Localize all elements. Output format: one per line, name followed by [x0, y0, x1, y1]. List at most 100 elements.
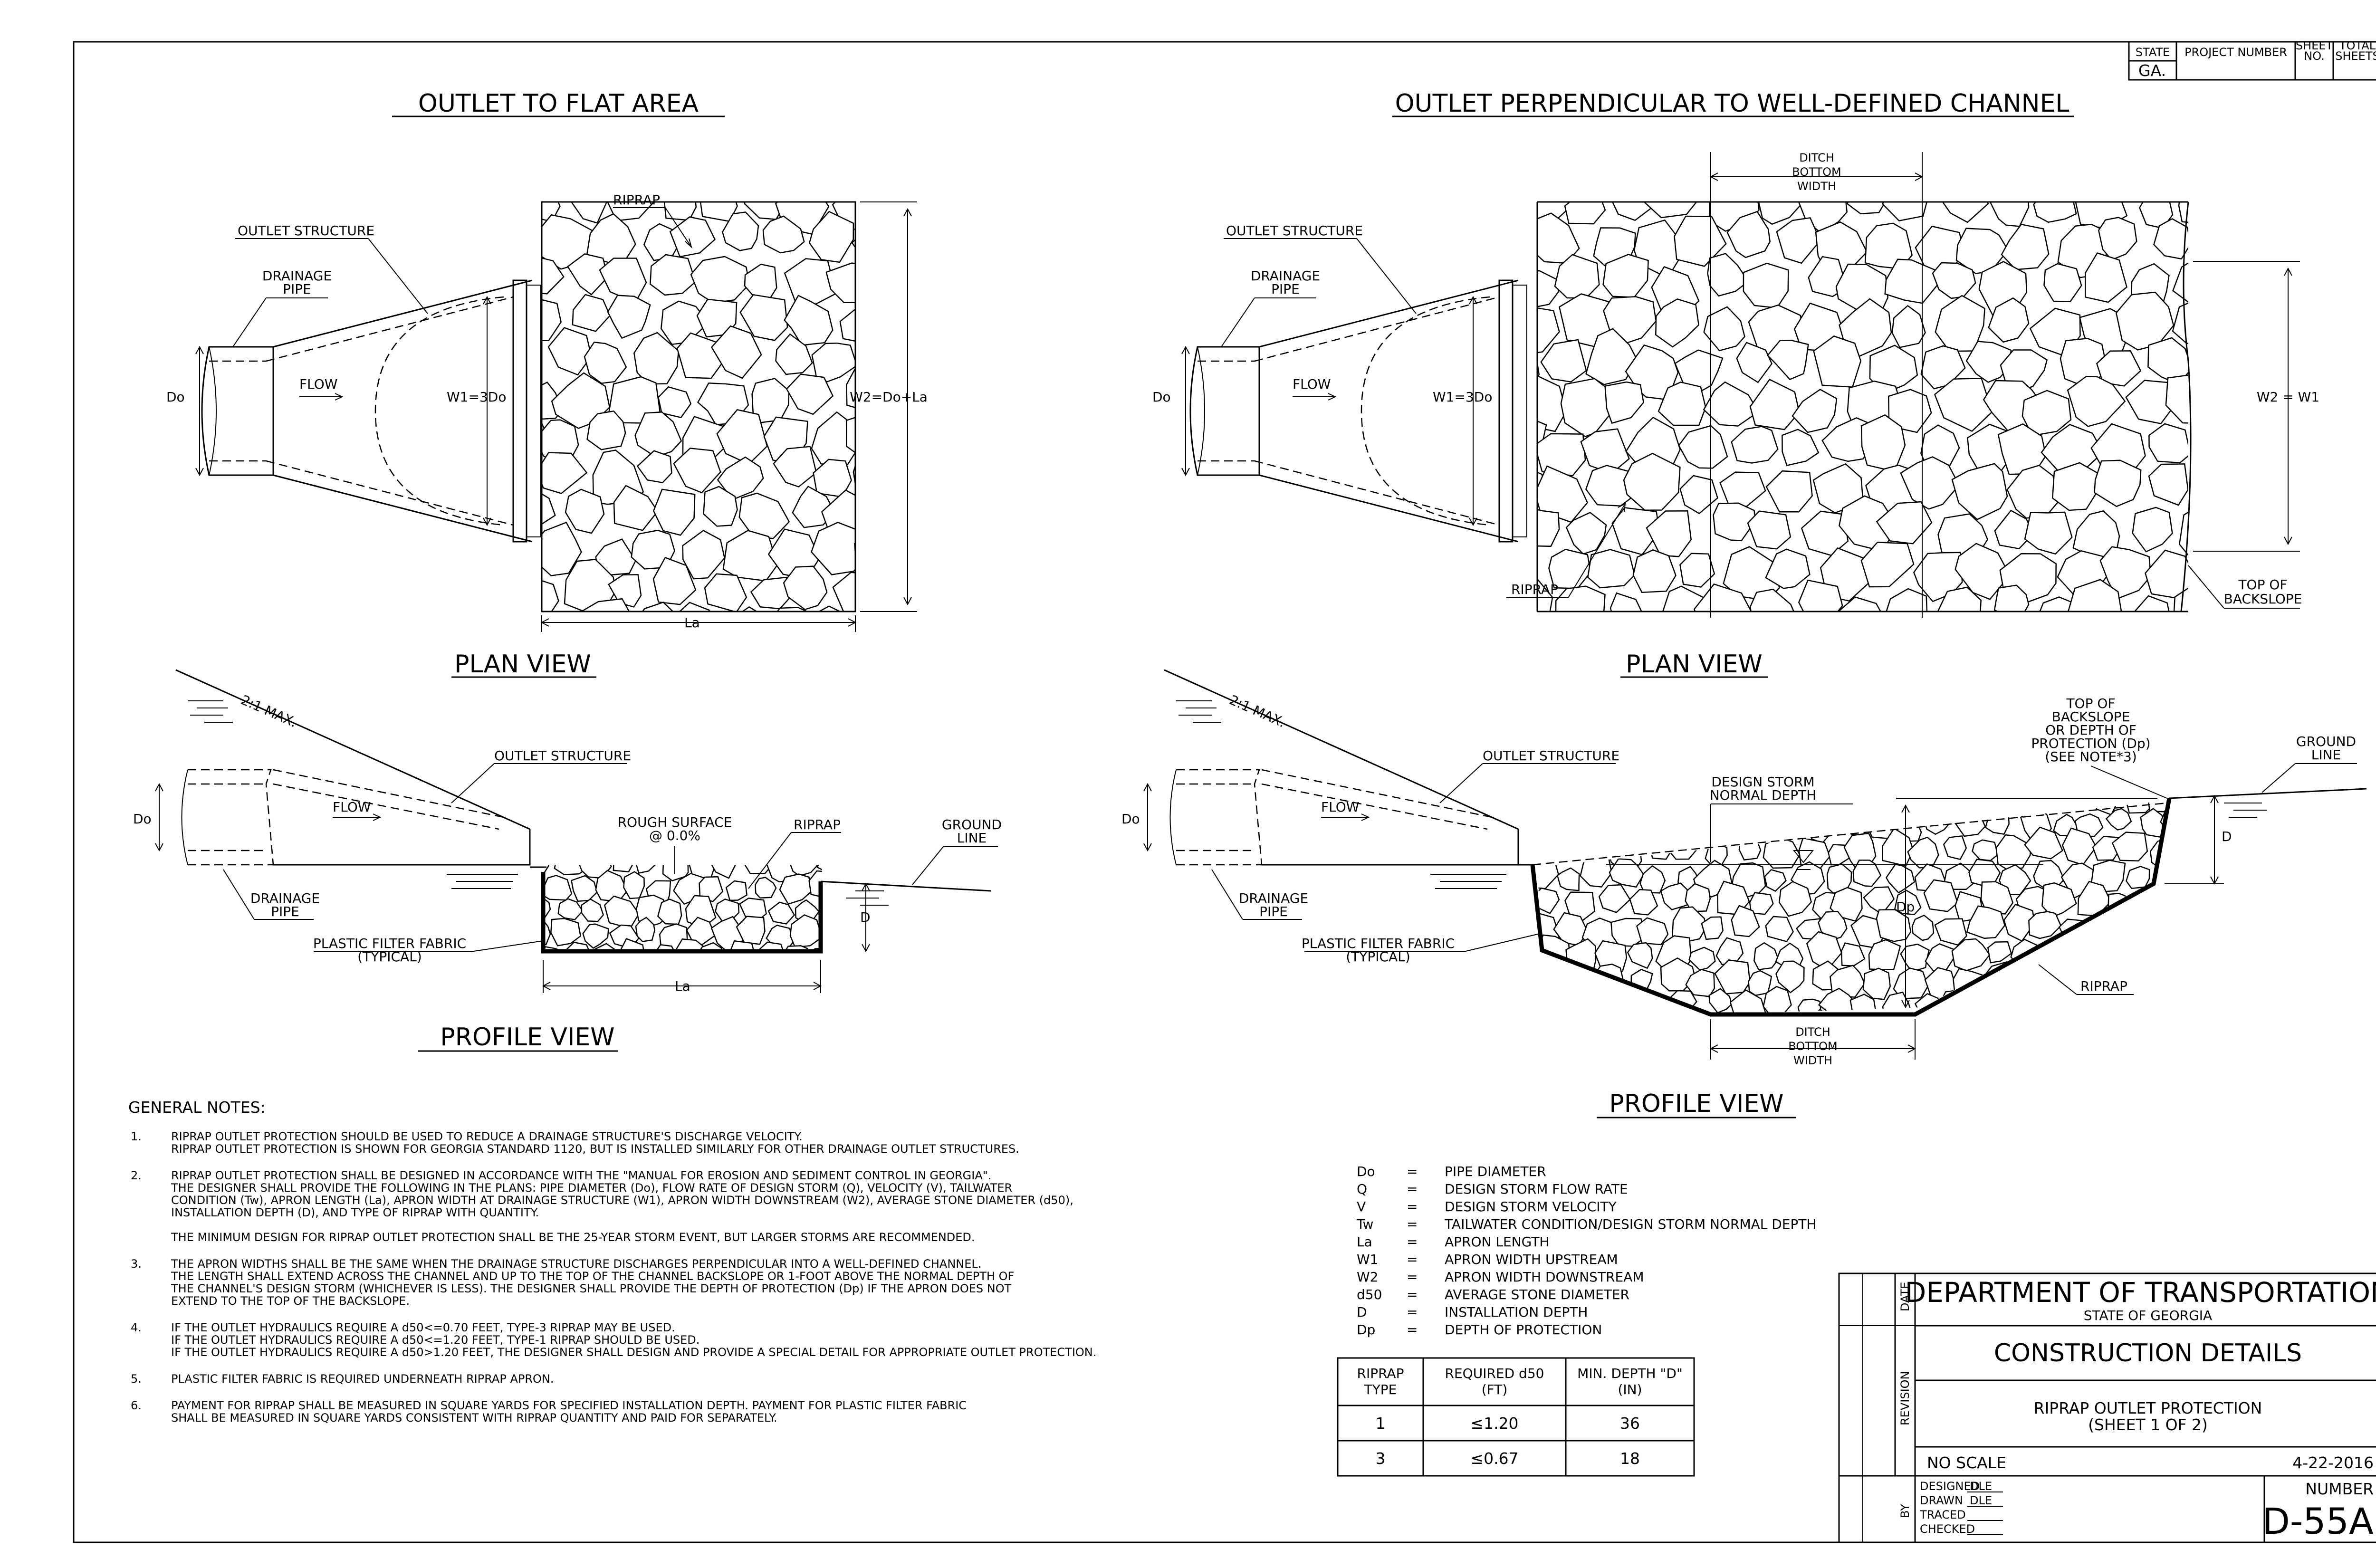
riprap-stone [565, 488, 605, 534]
riprap-stone [1965, 341, 2012, 383]
riprap-stone [2001, 223, 2050, 270]
riprap-stone [794, 965, 814, 987]
legend-description: INSTALLATION DEPTH [1445, 1304, 1588, 1320]
riprap-stone [1878, 631, 1914, 679]
riprap-rocks [1504, 202, 2248, 679]
right-plan-flow-label: FLOW [1293, 376, 1331, 392]
riprap-stone [2199, 635, 2248, 677]
riprap-stone [2172, 302, 2188, 344]
legend-description: AVERAGE STONE DIAMETER [1445, 1287, 1629, 1302]
riprap-stone [2090, 860, 2126, 893]
legend-symbol: Dp [1357, 1322, 1375, 1338]
riprap-stone [1985, 809, 2010, 835]
riprap-stone [2204, 428, 2245, 467]
riprap-stone [571, 875, 598, 902]
riprap-stone [1685, 883, 1711, 912]
riprap-stone [1582, 801, 1617, 818]
right-plan-w1-label: W1=3Do [1433, 389, 1492, 405]
sheet-no-label: SHEET [2296, 39, 2333, 52]
riprap-stone [1925, 943, 1955, 972]
riprap-stone [1753, 942, 1779, 971]
riprap-stone [1841, 804, 1873, 835]
riprap-stone [808, 210, 854, 263]
right-profile-design-storm-label-2: NORMAL DEPTH [1710, 787, 1817, 803]
riprap-stone [642, 602, 674, 612]
riprap-stone [1646, 510, 1692, 557]
riprap-stone [1679, 805, 1720, 840]
legend-equals: = [1407, 1181, 1418, 1197]
riprap-stone [745, 865, 772, 874]
riprap-stone [1554, 835, 1580, 860]
riprap-stone [2148, 463, 2188, 506]
legend-description: APRON LENGTH [1445, 1234, 1549, 1250]
riprap-stone [2024, 511, 2073, 555]
riprap-stone [1934, 918, 1967, 946]
riprap-stone [2134, 595, 2170, 612]
riprap-stone [1565, 512, 1607, 555]
riprap-stone [1765, 916, 1794, 943]
right-plan-ditch-label: DITCH [1799, 151, 1834, 164]
note-line: IF THE OUTLET HYDRAULICS REQUIRE A d50<=… [171, 1333, 699, 1347]
riprap-stone [1537, 961, 1542, 992]
riprap-stone [1537, 269, 1559, 307]
riprap-stone [2033, 202, 2077, 223]
riprap-stone [2039, 596, 2075, 612]
drawn-label: DRAWN [1920, 1494, 1963, 1507]
legend-symbol: d50 [1357, 1287, 1382, 1302]
riprap-stone [1758, 202, 1802, 225]
date-label: DATE [1898, 1282, 1912, 1311]
riprap-stone [1894, 889, 1922, 916]
sheet-border [73, 41, 2376, 1543]
riprap-stone [755, 877, 777, 899]
riprap-stone [773, 446, 817, 488]
riprap-stone [1998, 801, 2037, 811]
riprap-stone [1951, 938, 1991, 972]
riprap-stone [1679, 475, 1718, 515]
riprap-stone [2085, 252, 2127, 303]
note-line: RIPRAP OUTLET PROTECTION SHOULD BE USED … [171, 1130, 803, 1143]
right-profile-filter-fabric-label: PLASTIC FILTER FABRIC [1302, 936, 1455, 951]
riprap-stone [588, 943, 618, 953]
riprap-stone [1729, 989, 1767, 1014]
riprap-stone [779, 873, 812, 905]
riprap-stone [662, 865, 689, 881]
riprap-stone [2145, 549, 2188, 600]
riprap-stone [1993, 1021, 2017, 1047]
riprap-stone [1715, 810, 1752, 843]
riprap-stone [1703, 306, 1745, 352]
riprap-stone [1613, 801, 1645, 812]
riprap-stone [1504, 542, 1536, 581]
left-profile-outlet-structure-label: OUTLET STRUCTURE [494, 748, 631, 764]
riprap-stone [2134, 968, 2167, 997]
riprap-stone [836, 944, 860, 966]
riprap-stone [775, 333, 813, 375]
legend-symbol: La [1357, 1234, 1372, 1250]
riprap-stone [657, 386, 692, 419]
riprap-stone [1639, 865, 1666, 894]
riprap-stone [1694, 583, 1752, 612]
left-plan-caption: PLAN VIEW [454, 650, 591, 679]
riprap-stone [1629, 889, 1658, 916]
riprap-stone [2003, 989, 2029, 1014]
left-profile-caption: PROFILE VIEW [440, 1023, 614, 1052]
note-line: THE MINIMUM DESIGN FOR RIPRAP OUTLET PRO… [171, 1231, 975, 1244]
riprap-stone [853, 463, 855, 488]
by-label: BY [1898, 1504, 1912, 1518]
riprap-stone [1929, 1008, 1963, 1014]
note-line: THE CHANNEL'S DESIGN STORM (WHICHEVER IS… [171, 1282, 1012, 1295]
traced-label: TRACED [1919, 1508, 1966, 1521]
note-number: 2. [131, 1169, 142, 1182]
riprap-stone [2105, 624, 2151, 673]
riprap-stone [1826, 633, 1863, 669]
riprap-stone [608, 574, 642, 608]
note-line: CONDITION (Tw), APRON LENGTH (La), APRON… [171, 1194, 1073, 1207]
riprap-stone [2033, 988, 2061, 1014]
riprap-stone [636, 450, 672, 484]
riprap-stone [1548, 984, 1581, 1014]
riprap-stone [1864, 1013, 1894, 1014]
left-plan-la-label: La [684, 615, 700, 631]
general-notes: GENERAL NOTES: 1. RIPRAP OUTLET PROTECTIO… [128, 1098, 1096, 1425]
riprap-stone [703, 486, 738, 527]
riprap-stone [1765, 548, 1811, 589]
riprap-stone [811, 342, 855, 382]
